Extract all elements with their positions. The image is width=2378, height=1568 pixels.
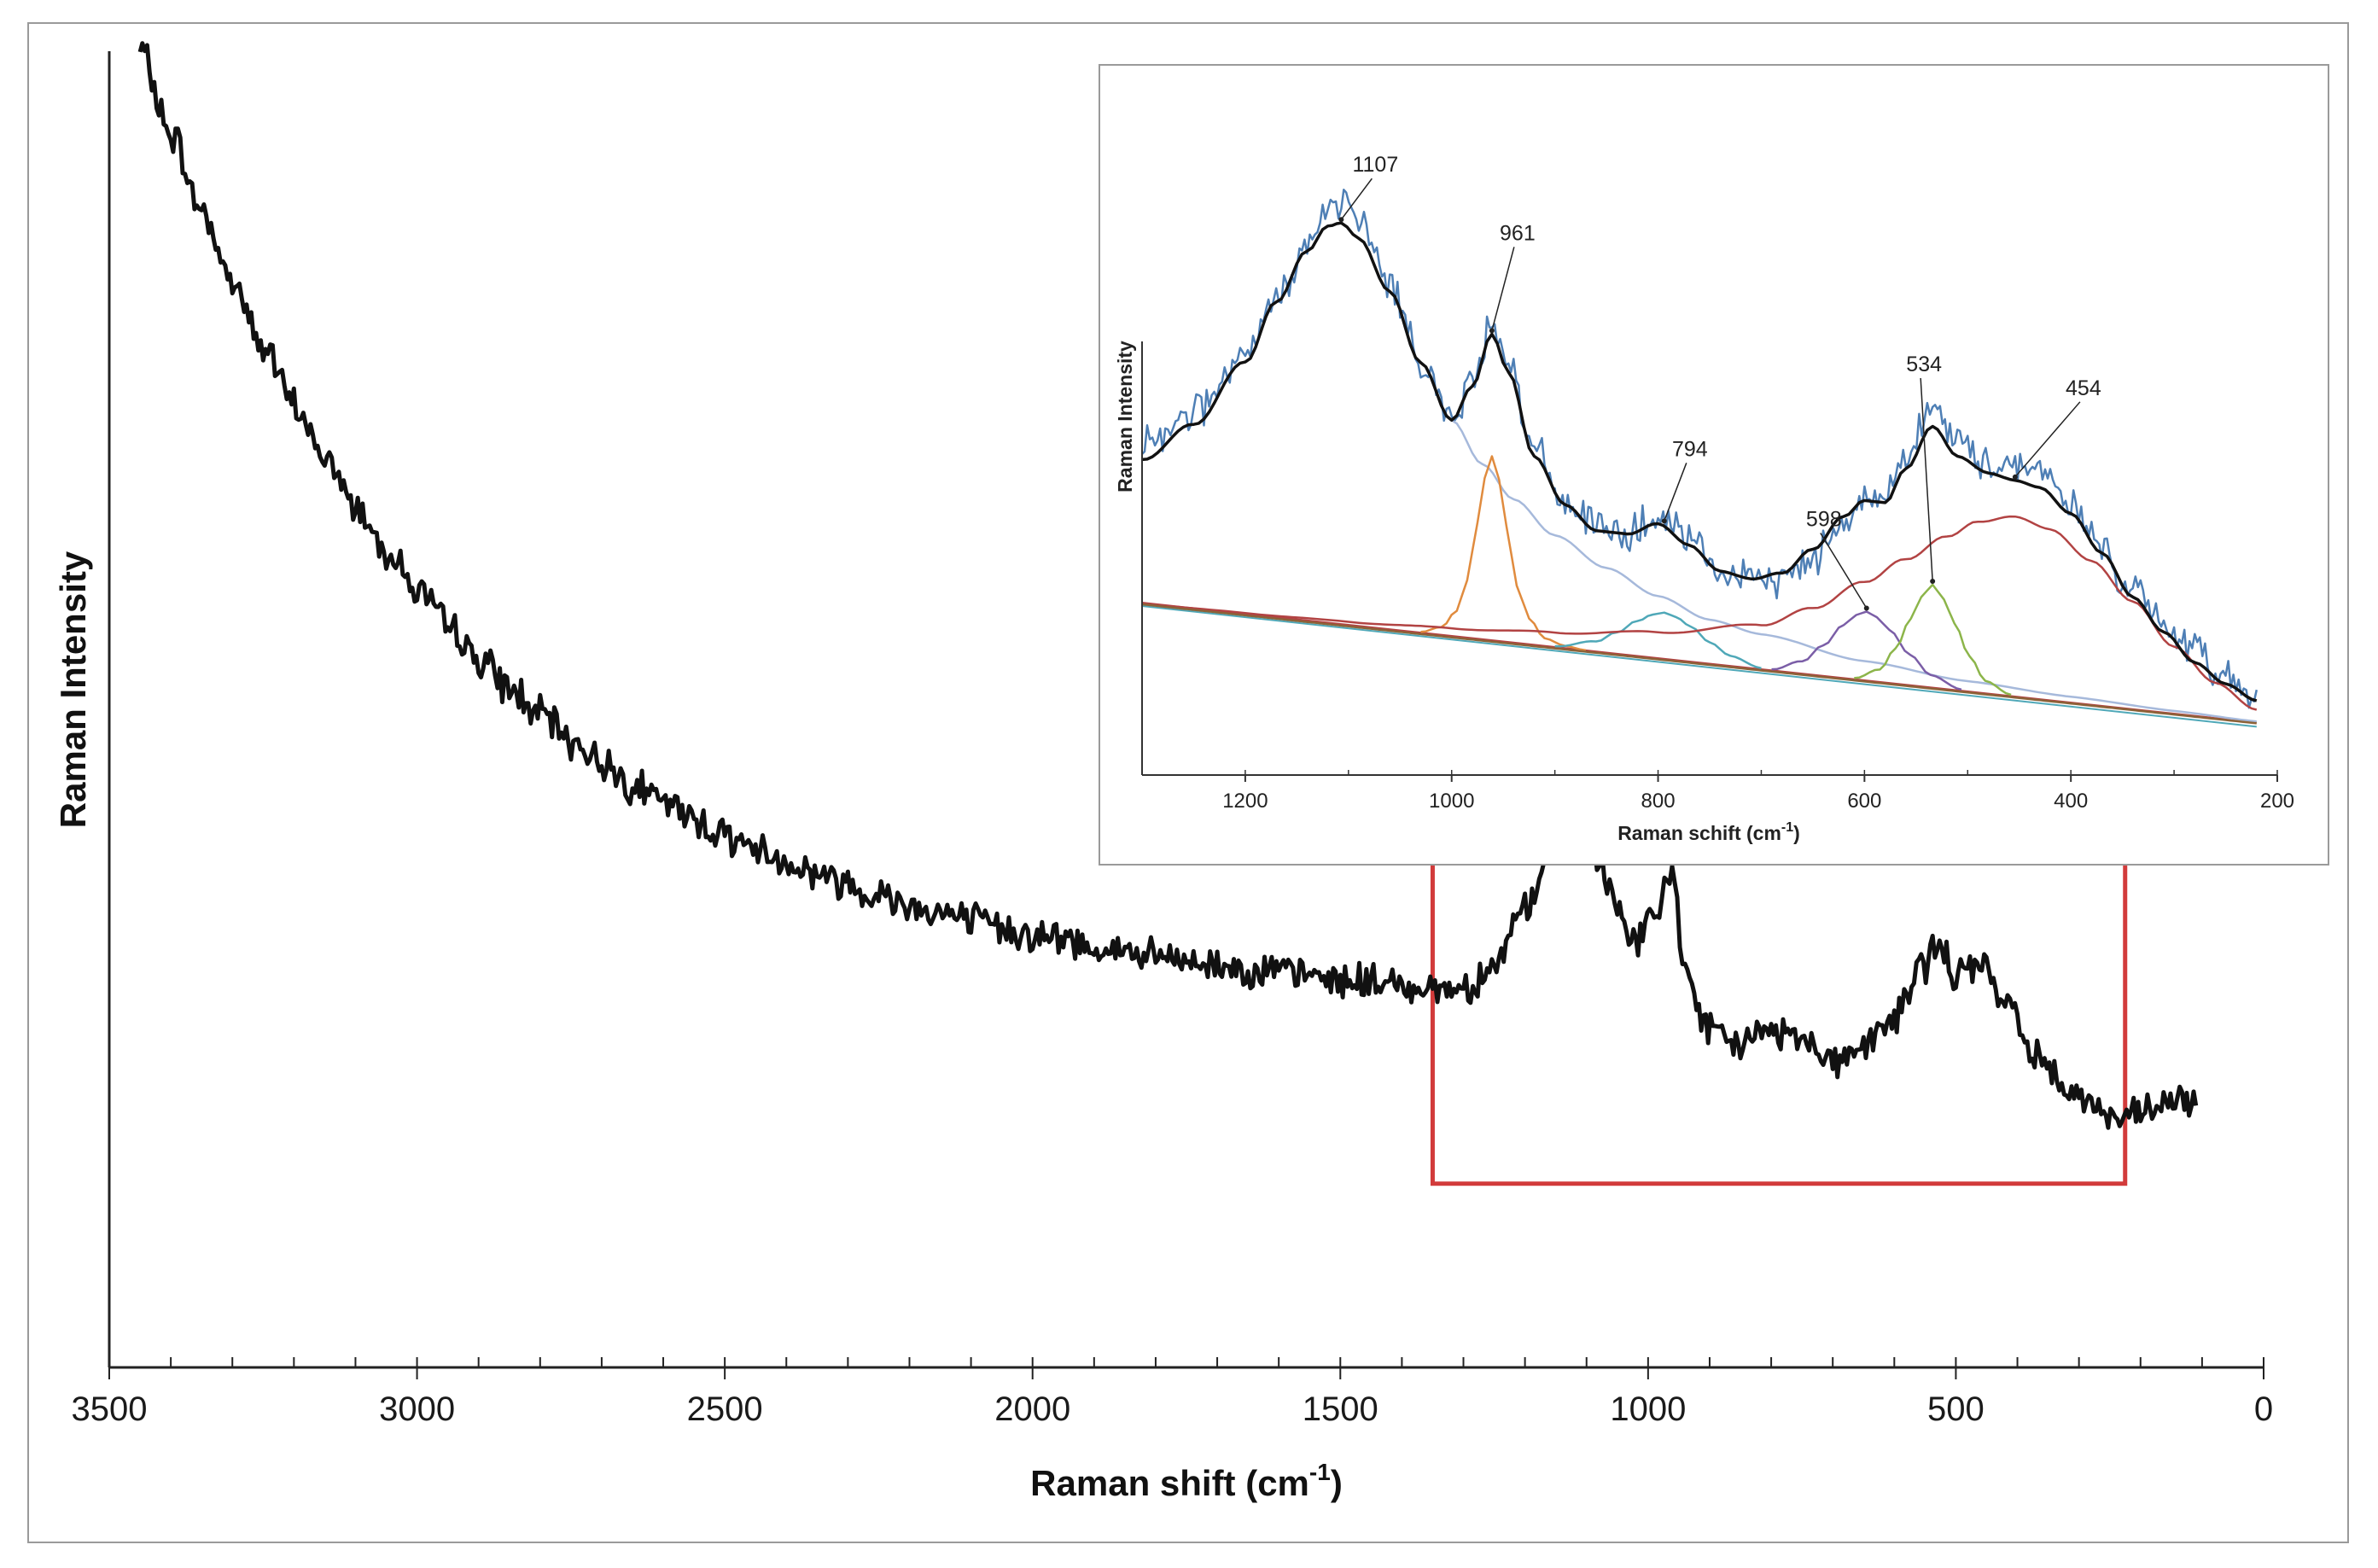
main-x-axis-title-text: Raman shift (cm: [1030, 1463, 1309, 1503]
inset-peak-label: 1107: [1352, 153, 1398, 177]
main-x-tick-label: 500: [1927, 1390, 1985, 1428]
figure-frame: [27, 22, 2349, 1543]
inset-annotation-arrowhead: [1338, 217, 1344, 223]
inset-peak-label: 794: [1672, 437, 1708, 461]
main-x-tick-label: 2500: [687, 1390, 763, 1428]
inset-series-peak-961: [1420, 455, 1587, 652]
main-x-tick-label: 3500: [72, 1390, 148, 1428]
inset-y-axis-title: Raman Intensity: [1114, 341, 1136, 493]
inset-annotation-leader: [1920, 377, 1933, 582]
inset-peak-label: 534: [1906, 353, 1942, 376]
inset-series-peak-598: [1771, 610, 1962, 691]
inset-x-tick-label: 1000: [1429, 790, 1474, 813]
inset-annotation-arrowhead: [1661, 518, 1667, 524]
inset-series-peak-794: [1554, 611, 1762, 670]
main-x-tick-label: 3000: [379, 1390, 455, 1428]
inset-frame: [1099, 64, 2329, 866]
inset-x-tick-label: 400: [2054, 790, 2088, 813]
inset-x-ticks: 1200 1000 800 600 400 200: [1141, 770, 2294, 813]
inset-peak-label: 961: [1500, 221, 1536, 245]
inset-annotation-arrowhead: [1489, 328, 1495, 334]
inset-series-baseline: [1141, 603, 2257, 725]
inset-x-axis-title-text: Raman schift (cm: [1617, 822, 1781, 844]
main-x-ticks: 3500 3000 2500 2000 1500 1000 500 0: [72, 1357, 2273, 1428]
inset-series-layer: [1141, 189, 2259, 728]
inset-x-axis-title-close: ): [1793, 822, 1800, 844]
inset-annotation-leader: [1664, 463, 1687, 522]
inset-chart: 1200 1000 800 600 400 200 1107 961 794 598 534 454…: [1099, 64, 2329, 866]
inset-annotation-arrowhead: [1930, 578, 1936, 584]
inset-annotation-leader: [2014, 401, 2081, 478]
main-x-tick-label: 2000: [994, 1390, 1070, 1428]
inset-annotation-leader: [1491, 247, 1515, 331]
main-x-axis-title: Raman shift (cm-1): [1030, 1459, 1343, 1503]
inset-x-axis-title-sup: -1: [1781, 820, 1793, 835]
main-x-axis-title-sup: -1: [1309, 1459, 1331, 1485]
inset-baseline-teal: [1141, 605, 2257, 728]
main-y-axis-title: Raman Intensity: [53, 551, 93, 828]
main-series-line: [137, 41, 2199, 1130]
inset-x-tick-label: 1200: [1222, 790, 1268, 813]
inset-series-peak-454: [1141, 515, 2258, 711]
inset-annotation-arrowhead: [1863, 605, 1869, 611]
inset-x-tick-label: 600: [1847, 790, 1881, 813]
main-x-tick-label: 1500: [1303, 1390, 1378, 1428]
inset-x-axis-title: Raman schift (cm-1): [1617, 820, 1800, 844]
inset-annotation-leader: [1820, 533, 1868, 609]
inset-x-tick-label: 200: [2260, 790, 2294, 813]
inset-peak-label: 598: [1806, 507, 1842, 531]
main-series-layer: [137, 41, 2199, 1130]
main-x-tick-label: 1000: [1610, 1390, 1686, 1428]
inset-peak-annotations: 1107 961 794 598 534 454: [1338, 153, 2101, 611]
inset-x-tick-label: 800: [1641, 790, 1676, 813]
main-chart: 3500 3000 2500 2000 1500 1000 500 0 Raman shift…: [53, 41, 2273, 1503]
inset-peak-label: 454: [2066, 376, 2101, 400]
inset-series-cumulative-fit: [1141, 221, 2258, 702]
inset-series-peak-534: [1854, 583, 2012, 697]
inset-annotation-arrowhead: [2012, 474, 2018, 480]
main-x-axis-title-close: ): [1331, 1463, 1343, 1503]
inset-annotation-leader: [1340, 178, 1373, 220]
main-x-tick-label: 0: [2254, 1390, 2273, 1428]
